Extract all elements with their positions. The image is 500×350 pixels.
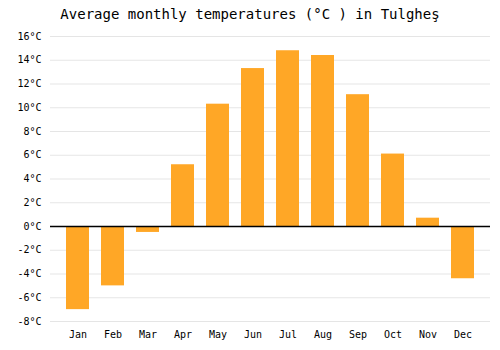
svg-text:Oct: Oct [384, 329, 402, 340]
svg-text:-4°C: -4°C [17, 268, 41, 279]
svg-text:Mar: Mar [139, 329, 157, 340]
svg-text:6°C: 6°C [23, 149, 41, 160]
svg-text:10°C: 10°C [17, 102, 41, 113]
svg-text:0°C: 0°C [23, 221, 41, 232]
html-text:Average monthly temperatures (: Average monthly temperatures (°C ) in Tu… [60, 6, 440, 22]
svg-text:May: May [209, 329, 227, 340]
svg-text:Jan: Jan [69, 329, 87, 340]
svg-text:Nov: Nov [419, 329, 437, 340]
svg-text:Jul: Jul [279, 329, 297, 340]
svg-text:8°C: 8°C [23, 126, 41, 137]
svg-text:-2°C: -2°C [17, 244, 41, 255]
svg-text:12°C: 12°C [17, 78, 41, 89]
svg-text:Apr: Apr [174, 329, 192, 340]
svg-text:Aug: Aug [314, 329, 332, 340]
svg-text:Feb: Feb [104, 329, 122, 340]
svg-text:-6°C: -6°C [17, 292, 41, 303]
svg-text:14°C: 14°C [17, 54, 41, 65]
svg-text:Sep: Sep [349, 329, 367, 340]
svg-text:2°C: 2°C [23, 197, 41, 208]
svg-text:Dec: Dec [454, 329, 472, 340]
svg-text:16°C: 16°C [17, 31, 41, 42]
svg-text:-8°C: -8°C [17, 316, 41, 327]
svg-text:Jun: Jun [244, 329, 262, 340]
svg-text:4°C: 4°C [23, 173, 41, 184]
